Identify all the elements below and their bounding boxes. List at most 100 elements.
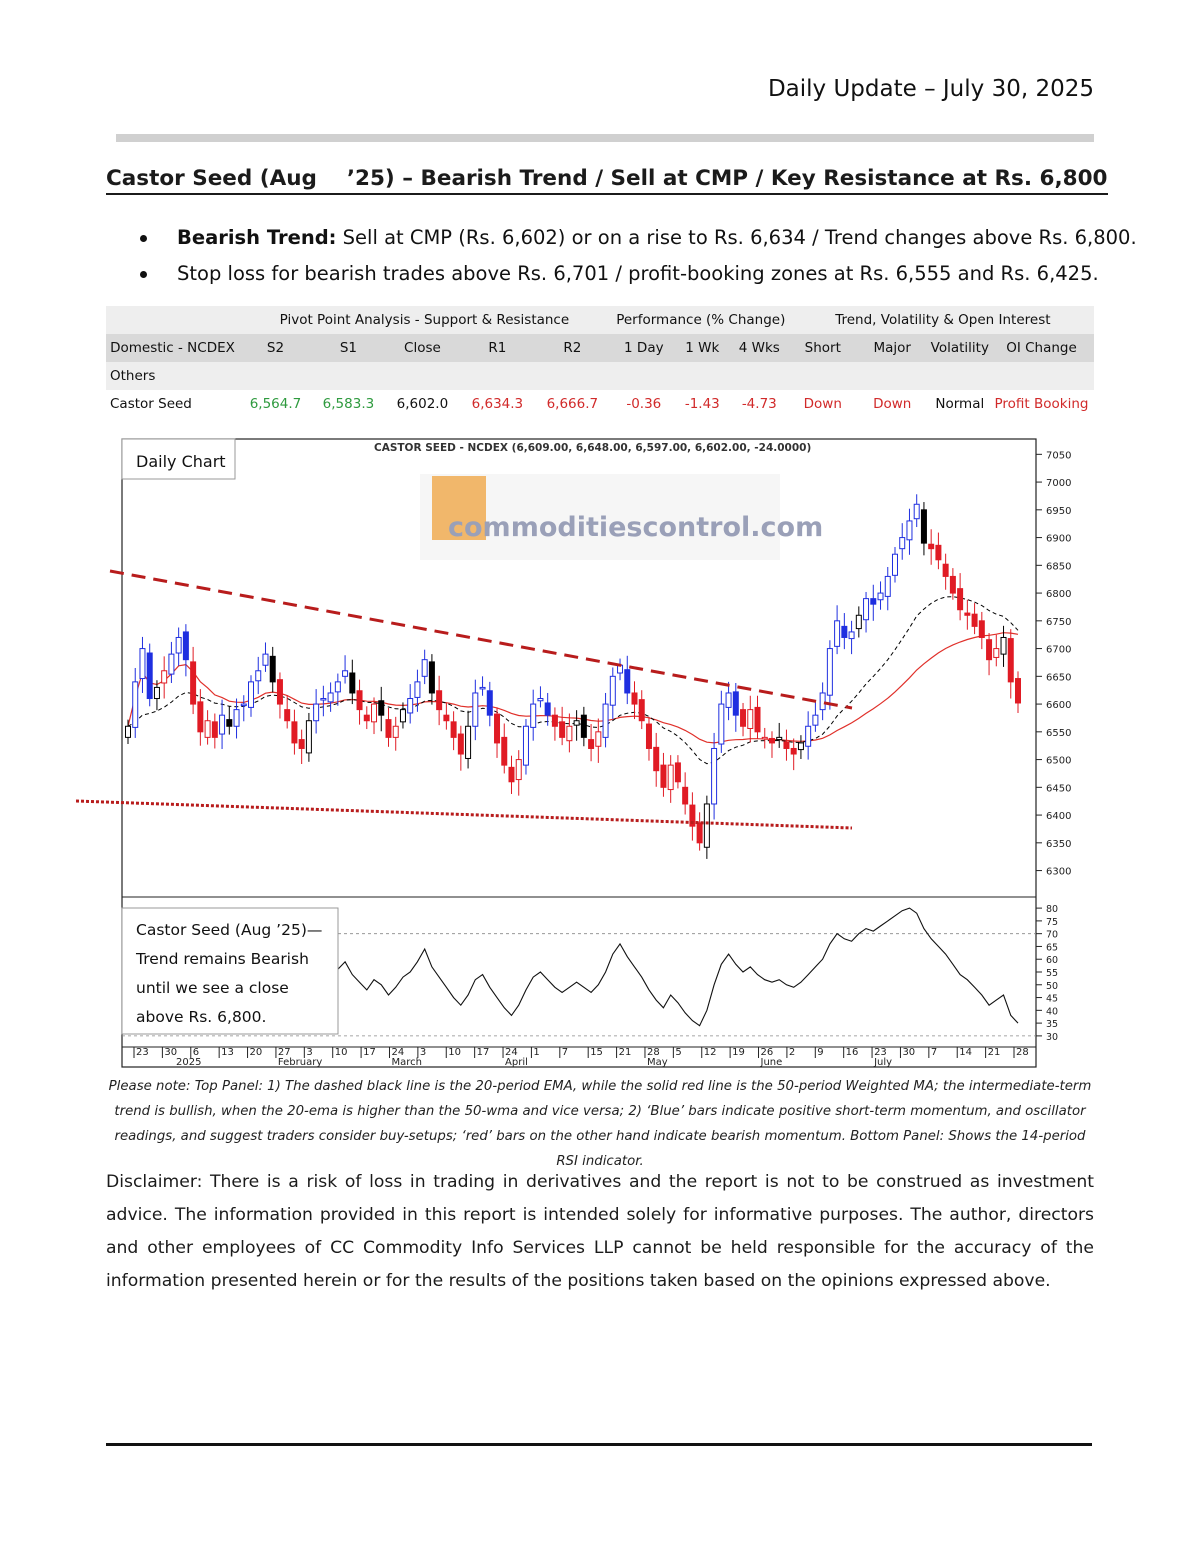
group-blank <box>106 306 239 334</box>
date-tick-label: 15 <box>590 1047 603 1058</box>
candle-body <box>697 823 702 843</box>
candle-body <box>892 554 897 575</box>
candle-body <box>241 704 246 706</box>
candle-body <box>249 682 254 708</box>
date-tick-label: 5 <box>675 1047 681 1058</box>
cell-oi-change: Profit Booking <box>989 390 1094 418</box>
candle-body <box>480 687 485 689</box>
rsi-tick-label: 60 <box>1046 955 1058 966</box>
candle-body <box>234 710 239 727</box>
candle-body <box>755 707 760 731</box>
rsi-note-line: above Rs. 6,800. <box>136 1008 266 1026</box>
date-tick-label: 2 <box>789 1047 795 1058</box>
date-tick-label: 10 <box>335 1047 348 1058</box>
rsi-tick-label: 80 <box>1046 904 1058 915</box>
column-header: S1 <box>312 334 385 362</box>
candle <box>147 644 152 707</box>
bullet-text: Sell at CMP (Rs. 6,602) or on a rise to … <box>336 226 1136 249</box>
candle-body <box>299 740 304 749</box>
date-tick-label: 30 <box>902 1047 915 1058</box>
candle-body <box>813 715 818 725</box>
candle-body <box>726 693 731 707</box>
date-tick-label: 16 <box>846 1047 859 1058</box>
date-tick-label: 19 <box>732 1047 745 1058</box>
rsi-note: Castor Seed (Aug ’25)— Trend remains Bea… <box>122 908 338 1034</box>
candle-body <box>393 726 398 737</box>
candle-body <box>632 693 637 704</box>
candle-body <box>227 720 232 727</box>
candle-body <box>958 589 963 610</box>
candle-body <box>509 767 514 781</box>
column-header: OI Change <box>989 334 1094 362</box>
price-tick-label: 6600 <box>1046 700 1071 711</box>
candle-body <box>400 710 405 722</box>
candle-body <box>856 615 861 628</box>
candle-body <box>646 724 651 748</box>
candle-body <box>176 637 181 653</box>
price-tick-label: 6550 <box>1046 728 1071 739</box>
date-tick-label: 12 <box>704 1047 717 1058</box>
price-tick-label: 6700 <box>1046 645 1071 656</box>
candle-body <box>921 510 926 543</box>
candle-body <box>386 720 391 738</box>
candle-body <box>516 760 521 780</box>
candle-body <box>849 632 854 639</box>
candle-body <box>972 614 977 626</box>
month-label: July <box>873 1057 892 1068</box>
candle-body <box>567 726 572 740</box>
candle-body <box>1001 637 1006 654</box>
date-tick-label: 13 <box>221 1047 234 1058</box>
month-label: April <box>505 1057 528 1068</box>
bullet-text: Stop loss for bearish trades above Rs. 6… <box>177 262 1099 285</box>
price-tick-label: 7000 <box>1046 478 1071 489</box>
candle-body <box>183 632 188 660</box>
candle-body <box>147 653 152 699</box>
candle-body <box>878 593 883 600</box>
candle-body <box>842 626 847 637</box>
candle-body <box>820 693 825 710</box>
rsi-tick-label: 30 <box>1046 1032 1058 1043</box>
candle-body <box>661 765 666 787</box>
candle-body <box>675 763 680 782</box>
candle-body <box>379 701 384 715</box>
column-header: Volatility <box>931 334 989 362</box>
candle-body <box>429 662 434 693</box>
column-header: R1 <box>460 334 535 362</box>
rsi-note-line: until we see a close <box>136 979 289 997</box>
chart-header: CASTOR SEED - NCDEX (6,609.00, 6,648.00,… <box>374 442 811 454</box>
candle-body <box>950 576 955 593</box>
table-row: Castor Seed 6,564.7 6,583.3 6,602.0 6,63… <box>106 390 1094 418</box>
rsi-tick-label: 70 <box>1046 930 1058 941</box>
candle-body <box>798 743 803 750</box>
candle-body <box>451 722 456 738</box>
candle-body <box>994 649 999 658</box>
rsi-tick-label: 65 <box>1046 942 1058 953</box>
candle-body <box>712 748 717 804</box>
candle-body <box>256 671 261 681</box>
candle-body <box>748 710 753 729</box>
candle-body <box>603 704 608 737</box>
candle-body <box>487 691 492 715</box>
candle-body <box>806 726 811 746</box>
cell-r1: 6,634.3 <box>460 390 535 418</box>
candle-body <box>683 787 688 804</box>
candle-body <box>741 710 746 727</box>
candle-body <box>495 714 500 743</box>
candle-body <box>140 649 145 679</box>
chart-note: Please note: Top Panel: 1) The dashed bl… <box>106 1074 1094 1174</box>
group-performance-header: Performance (% Change) <box>610 306 792 334</box>
candle-body <box>900 538 905 549</box>
candle-body <box>733 692 738 715</box>
candle-body <box>610 676 615 705</box>
candle-body <box>270 656 275 682</box>
price-tick-label: 6450 <box>1046 783 1071 794</box>
date-tick-label: 10 <box>448 1047 461 1058</box>
report-title: Castor Seed (Aug ’25) – Bearish Trend / … <box>106 166 1108 195</box>
column-header: 4 Wks <box>727 334 792 362</box>
rsi-tick-label: 50 <box>1046 981 1058 992</box>
cell-s2: 6,564.7 <box>239 390 312 418</box>
column-header: 1 Wk <box>678 334 727 362</box>
candle-body <box>335 682 340 692</box>
bullet-item: Stop loss for bearish trades above Rs. 6… <box>140 256 1100 292</box>
price-tick-label: 6750 <box>1046 617 1071 628</box>
